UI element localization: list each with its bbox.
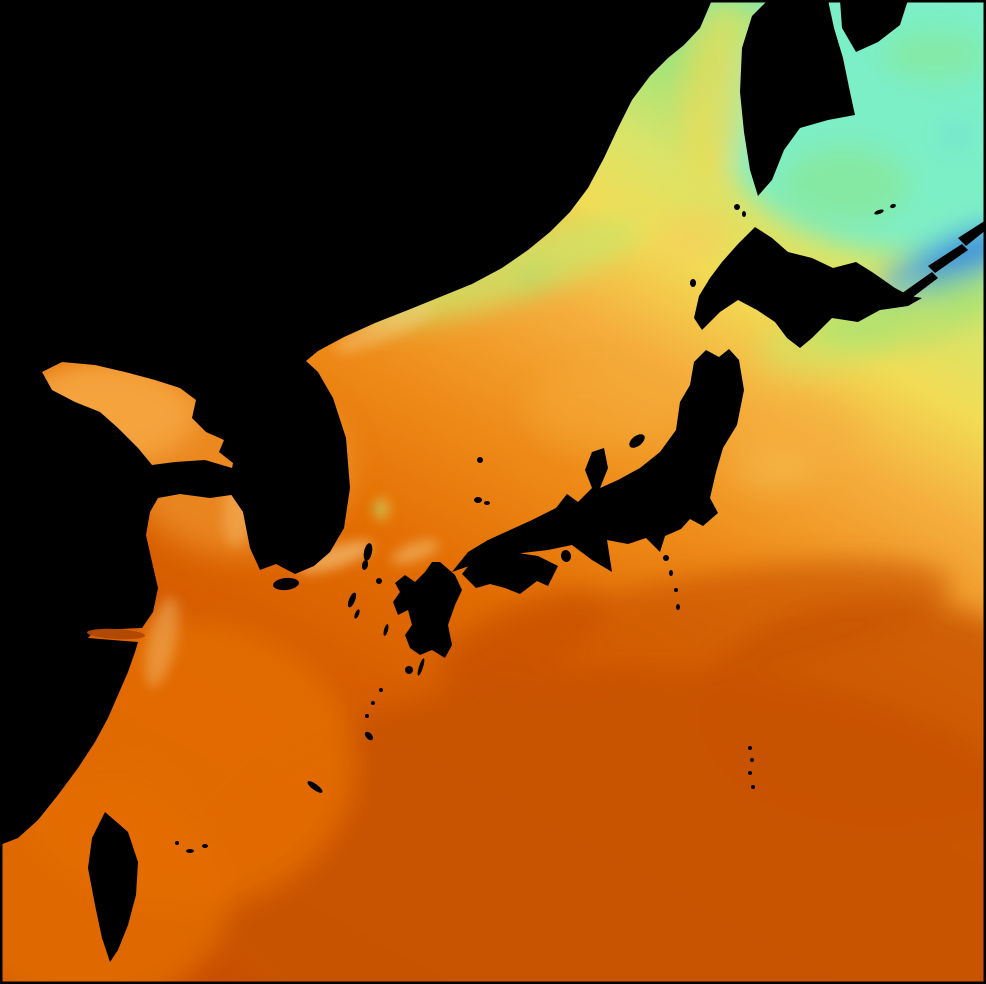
- island-goto-1: [347, 592, 357, 608]
- island-kuril-dot-2: [890, 203, 896, 209]
- landmass-honshu: [452, 349, 744, 572]
- landmass-sakhalin: [740, 0, 855, 196]
- landmass-shikoku: [462, 551, 558, 594]
- island-tsushima-south: [361, 560, 369, 570]
- island-kuril-1: [898, 272, 938, 303]
- land-layer: [0, 0, 986, 962]
- island-rebun: [742, 211, 746, 217]
- fringe-jiangsu: [145, 596, 179, 688]
- patch-kuroshio-kyushu: [432, 588, 608, 692]
- island-tanegashima: [417, 658, 425, 676]
- fringe-kyushu-northwest: [391, 539, 439, 565]
- patch-okhotsk-green-2: [880, 27, 986, 83]
- island-ulleungdo: [477, 457, 483, 463]
- island-izu-1: [663, 555, 669, 561]
- patch-tohoku-pacific-pale-1: [738, 396, 862, 468]
- island-goto-2: [354, 609, 360, 619]
- island-iki: [376, 578, 382, 584]
- patch-tohoku-pacific-pale-2: [732, 452, 812, 492]
- island-yakushima: [405, 666, 413, 674]
- landmass-sakhalin-northeast: [840, 0, 908, 52]
- island-amami: [364, 731, 374, 741]
- island-kuril-dot-1: [874, 209, 884, 215]
- island-jeju: [273, 577, 299, 591]
- island-awaji: [560, 550, 572, 562]
- patch-japansea-light-center: [528, 366, 672, 450]
- island-oki-2: [484, 501, 490, 505]
- patch-okhotsk-blue-dot: [945, 130, 967, 142]
- island-izu-3: [674, 588, 678, 592]
- island-ogasawara-1: [748, 746, 752, 750]
- island-tsushima-north: [363, 543, 373, 561]
- patch-hokkaido-west-pale: [651, 210, 729, 270]
- island-tokara-1: [379, 688, 383, 692]
- island-oki-1: [474, 497, 482, 503]
- island-ogasawara-2: [750, 758, 754, 762]
- island-rishiri: [734, 204, 740, 210]
- island-tokara-2: [371, 701, 375, 705]
- fringe-korea-strait: [296, 540, 374, 574]
- fringe-korea-east-upwelling: [376, 503, 384, 515]
- island-tokara-3: [365, 714, 369, 718]
- island-izu-2: [669, 570, 673, 576]
- landmass-asia-korea: [0, 0, 712, 845]
- island-ogasawara-3: [748, 771, 752, 775]
- yangtze-plume: [87, 628, 145, 640]
- landmass-hokkaido: [694, 227, 922, 348]
- island-penghu: [175, 841, 179, 845]
- island-okushiri: [690, 279, 696, 287]
- patch-okhotsk-green-1: [780, 145, 910, 225]
- fringe-vladivostok: [334, 303, 436, 353]
- island-ogasawara-4: [751, 785, 755, 789]
- island-sado: [629, 434, 645, 448]
- island-ishigaki: [186, 849, 194, 853]
- island-miyako: [202, 844, 208, 848]
- island-okinawa: [307, 781, 323, 793]
- patch-kuroshio-tongue: [448, 560, 952, 696]
- island-izu-4: [676, 604, 680, 610]
- island-kuril-3: [958, 220, 986, 246]
- landmass-taiwan: [88, 812, 138, 962]
- island-kuril-2: [928, 244, 968, 273]
- landmass-kyushu: [393, 562, 462, 658]
- patch-primorye-green-2: [510, 266, 554, 290]
- island-koshiki: [383, 624, 389, 636]
